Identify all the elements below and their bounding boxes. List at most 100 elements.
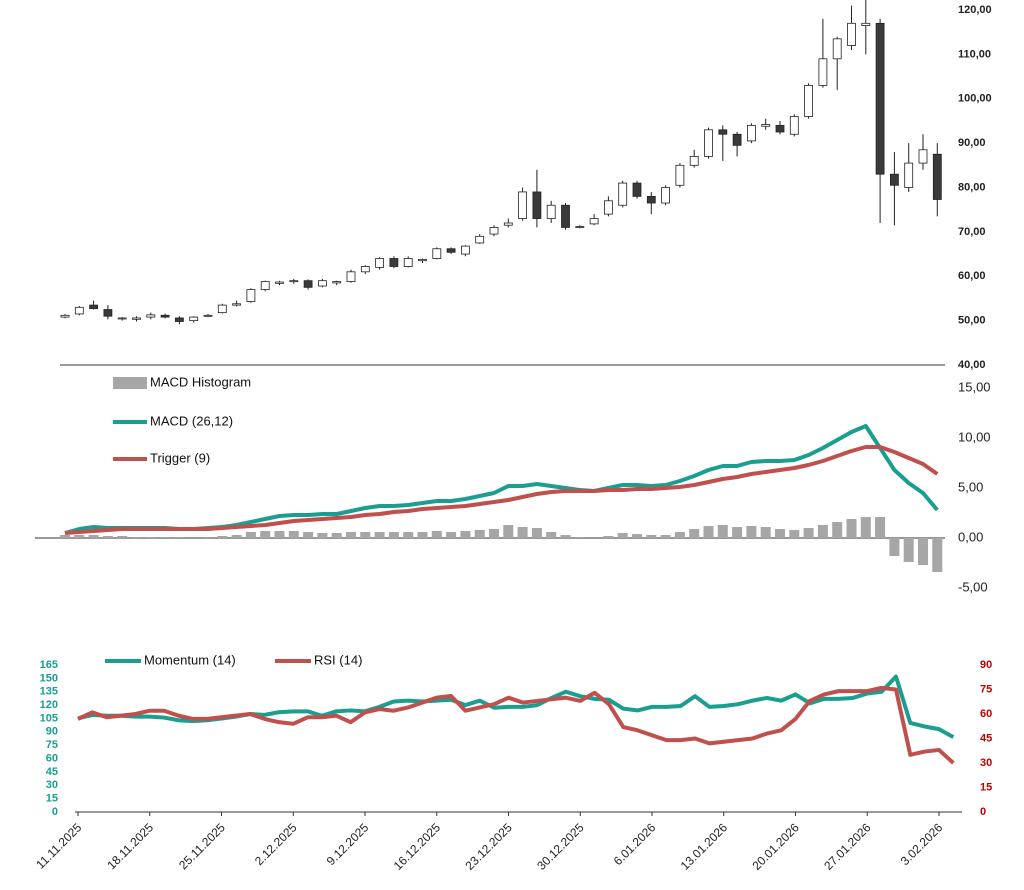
series-line bbox=[77, 674, 955, 739]
histogram-bar bbox=[574, 537, 585, 538]
y-tick-label: 80,00 bbox=[958, 181, 986, 193]
candle-body bbox=[575, 226, 585, 228]
candle-body bbox=[518, 191, 527, 219]
candle-body bbox=[189, 316, 199, 322]
histogram-bar bbox=[860, 517, 871, 538]
y-tick-label: 45 bbox=[46, 766, 58, 778]
histogram-bar bbox=[460, 531, 471, 538]
candle-body bbox=[890, 173, 899, 186]
candle-body bbox=[561, 204, 570, 228]
y2-tick-label: 15 bbox=[980, 781, 992, 793]
histogram-bar bbox=[746, 526, 757, 538]
histogram-bar bbox=[918, 538, 928, 565]
histogram-bar bbox=[403, 532, 414, 538]
x-tick-label: 16.12.2025 bbox=[391, 820, 444, 873]
x-tick-label: 30.12.2025 bbox=[534, 820, 587, 873]
histogram-bar bbox=[331, 533, 342, 538]
y2-tick-label: 75 bbox=[980, 683, 992, 695]
candle-body bbox=[232, 303, 242, 306]
candle-body bbox=[360, 266, 370, 273]
histogram-bar bbox=[560, 535, 571, 538]
candle-body bbox=[689, 156, 699, 166]
y-tick-label: 30 bbox=[46, 779, 58, 791]
candle-body bbox=[418, 258, 427, 262]
candle-body bbox=[861, 22, 871, 26]
histogram-bar bbox=[817, 525, 828, 538]
y-tick-label: 150 bbox=[40, 672, 58, 684]
candle-body bbox=[389, 258, 399, 267]
candle-body bbox=[303, 280, 313, 288]
candle-body bbox=[661, 187, 670, 204]
x-tick-label: 6.01.2026 bbox=[611, 820, 659, 868]
histogram-bar bbox=[531, 528, 542, 538]
candle-body bbox=[789, 116, 799, 135]
series-line bbox=[64, 445, 939, 535]
y-tick-label: 135 bbox=[40, 686, 58, 698]
histogram-bar bbox=[346, 532, 356, 538]
candle-body bbox=[146, 314, 156, 318]
candle-body bbox=[375, 258, 385, 268]
series-line bbox=[77, 685, 955, 765]
histogram-bar bbox=[117, 536, 128, 538]
candle-body bbox=[446, 248, 456, 253]
y-tick-label: 90 bbox=[46, 726, 58, 738]
candle-body bbox=[675, 164, 685, 186]
histogram-bar bbox=[703, 526, 714, 538]
candle-body bbox=[160, 314, 170, 318]
histogram-bar bbox=[603, 536, 614, 538]
candle-body bbox=[174, 317, 184, 322]
histogram-bar bbox=[303, 532, 314, 538]
histogram-bar bbox=[717, 525, 728, 538]
candle-body bbox=[761, 124, 771, 127]
x-tick-label: 3.02.2026 bbox=[898, 820, 946, 868]
histogram-bar bbox=[88, 535, 99, 538]
candle-body bbox=[704, 129, 713, 157]
candle-body bbox=[246, 289, 256, 302]
candle-body bbox=[460, 245, 470, 255]
histogram-bar bbox=[617, 533, 628, 538]
y-tick-label: 15 bbox=[46, 793, 58, 805]
candle-body bbox=[317, 280, 327, 287]
candle-body bbox=[646, 195, 656, 204]
candle-body bbox=[217, 304, 227, 314]
candle-body bbox=[632, 182, 642, 197]
y-tick-label: 120,00 bbox=[958, 4, 992, 16]
candle-body bbox=[203, 314, 213, 317]
y-tick-label: 40,00 bbox=[958, 359, 986, 371]
histogram-bar bbox=[260, 531, 271, 538]
x-tick-label: 25.11.2025 bbox=[176, 820, 228, 872]
x-tick-label: 18.11.2025 bbox=[104, 820, 156, 872]
histogram-bar bbox=[546, 532, 557, 538]
y-tick-label: 0,00 bbox=[958, 529, 983, 544]
y-tick-label: 5,00 bbox=[958, 479, 983, 494]
y-tick-label: 165 bbox=[40, 659, 58, 671]
histogram-bar bbox=[145, 537, 156, 538]
y-tick-label: 120 bbox=[40, 699, 58, 711]
histogram-bar bbox=[732, 527, 743, 538]
legend-swatch bbox=[113, 377, 147, 389]
histogram-bar bbox=[317, 533, 328, 538]
y-tick-label: 105 bbox=[40, 712, 58, 724]
histogram-bar bbox=[417, 532, 428, 538]
histogram-bar bbox=[846, 519, 857, 538]
histogram-bar bbox=[932, 538, 943, 572]
y2-tick-label: 30 bbox=[980, 757, 992, 769]
candle-body bbox=[403, 258, 413, 267]
legend-label: MACD (26,12) bbox=[150, 413, 233, 428]
histogram-bar bbox=[632, 534, 642, 538]
legend-label: MACD Histogram bbox=[150, 374, 251, 389]
y-tick-label: 60 bbox=[46, 752, 58, 764]
candle-body bbox=[747, 124, 756, 142]
candle-body bbox=[275, 281, 284, 284]
histogram-bar bbox=[689, 529, 700, 538]
legend-label: Trigger (9) bbox=[150, 450, 210, 465]
histogram-bar bbox=[174, 537, 185, 538]
y2-tick-label: 90 bbox=[980, 659, 992, 671]
candle-body bbox=[847, 22, 856, 46]
histogram-bar bbox=[446, 532, 457, 538]
x-tick-label: 20.01.2026 bbox=[749, 820, 802, 873]
y-tick-label: 0 bbox=[52, 806, 58, 818]
y-tick-label: -5,00 bbox=[958, 579, 988, 594]
